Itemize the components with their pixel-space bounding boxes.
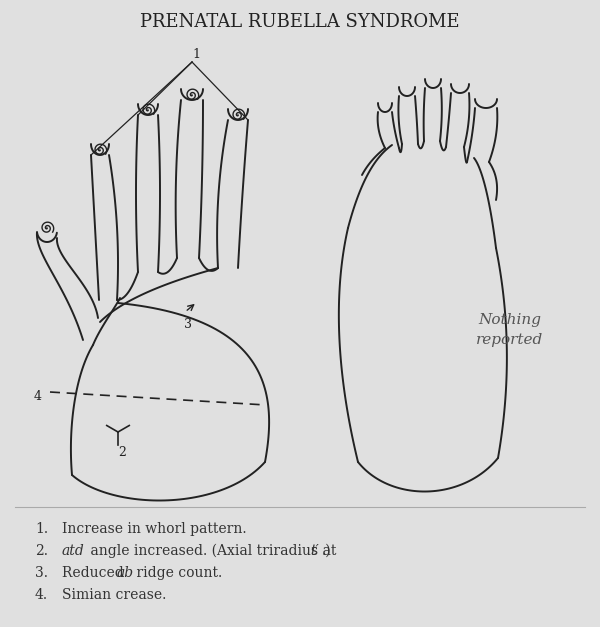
Text: .): .) (322, 544, 332, 558)
Text: Nothing
reported: Nothing reported (476, 313, 544, 347)
Text: 4: 4 (34, 389, 42, 403)
Text: Simian crease.: Simian crease. (62, 588, 166, 602)
Text: 1: 1 (192, 48, 200, 61)
Text: Reduced: Reduced (62, 566, 128, 580)
Text: 2.: 2. (35, 544, 48, 558)
Text: 2: 2 (118, 446, 126, 458)
Text: 3: 3 (184, 319, 192, 332)
Text: 1.: 1. (35, 522, 48, 536)
Text: Increase in whorl pattern.: Increase in whorl pattern. (62, 522, 247, 536)
Text: PRENATAL RUBELLA SYNDROME: PRENATAL RUBELLA SYNDROME (140, 13, 460, 31)
Text: ab: ab (117, 566, 134, 580)
Text: 4.: 4. (35, 588, 48, 602)
Text: angle increased. (Axial triradius at: angle increased. (Axial triradius at (86, 544, 341, 559)
Text: atd: atd (62, 544, 85, 558)
Text: t′: t′ (310, 544, 319, 558)
Text: 3.: 3. (35, 566, 48, 580)
Text: ridge count.: ridge count. (132, 566, 222, 580)
